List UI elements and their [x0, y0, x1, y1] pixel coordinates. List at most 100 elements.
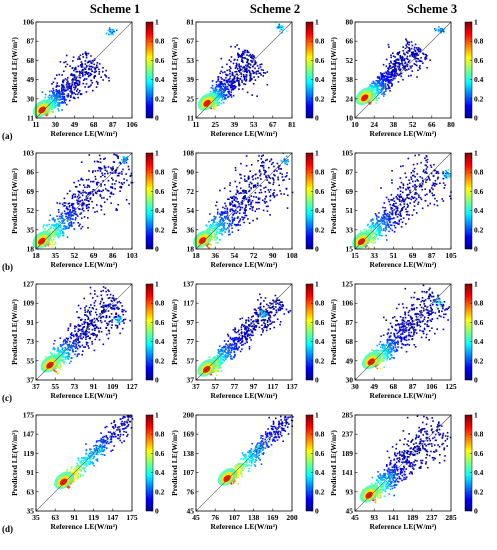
density-point — [425, 155, 428, 158]
density-point — [121, 327, 124, 330]
density-point — [234, 209, 237, 212]
density-point — [254, 184, 257, 186]
density-point — [393, 217, 395, 219]
density-point — [394, 221, 396, 223]
colorbar-tick-label: 0.4 — [155, 206, 165, 215]
density-point — [56, 96, 58, 99]
density-point — [234, 75, 236, 77]
density-point — [74, 325, 76, 327]
y-tick-label: 30 — [27, 94, 35, 103]
density-point — [121, 173, 123, 175]
density-point — [413, 170, 415, 173]
density-point — [59, 360, 62, 362]
density-point — [102, 304, 104, 307]
density-point — [234, 180, 237, 183]
density-point — [373, 88, 375, 91]
density-point — [223, 227, 225, 230]
density-point — [209, 213, 211, 215]
density-point — [77, 316, 79, 319]
density-point — [206, 245, 209, 248]
density-point — [63, 90, 66, 92]
density-point — [392, 222, 395, 224]
density-point — [238, 203, 240, 205]
density-point — [398, 62, 401, 65]
density-point — [245, 68, 247, 71]
density-point — [63, 225, 66, 227]
density-point — [84, 71, 86, 74]
density-point — [397, 53, 399, 56]
density-point — [280, 193, 282, 195]
density-point — [52, 93, 55, 95]
density-point — [365, 229, 368, 232]
density-point — [116, 174, 119, 177]
density-point — [113, 299, 115, 301]
outlier-point — [125, 156, 127, 159]
density-point — [256, 95, 258, 97]
density-point — [107, 337, 110, 340]
x-tick-label: 33 — [370, 251, 378, 260]
density-point — [269, 214, 271, 216]
density-point — [50, 96, 53, 98]
density-point — [102, 70, 104, 73]
density-point — [245, 79, 248, 81]
density-point — [415, 185, 418, 188]
density-point — [390, 56, 392, 59]
density-point — [406, 206, 409, 208]
density-point — [408, 218, 410, 220]
outlier-point — [446, 177, 448, 180]
density-point — [53, 94, 56, 96]
density-point — [92, 332, 94, 335]
density-point — [51, 224, 53, 226]
density-point — [389, 65, 392, 67]
density-point — [232, 62, 235, 65]
density-point — [65, 342, 67, 345]
density-point — [57, 234, 60, 237]
density-point — [56, 202, 59, 204]
density-point — [88, 184, 90, 187]
density-point — [79, 71, 81, 73]
density-point — [85, 195, 88, 198]
density-point — [253, 55, 255, 57]
density-point — [88, 170, 90, 172]
density-point — [67, 355, 69, 358]
density-point — [398, 52, 400, 54]
x-tick-label: 69 — [409, 251, 417, 260]
density-point — [104, 287, 107, 289]
density-point — [221, 224, 223, 227]
density-point — [245, 74, 248, 76]
density-point — [233, 223, 236, 226]
density-point — [381, 222, 384, 225]
density-point — [383, 93, 386, 95]
density-point — [250, 59, 252, 62]
density-point — [232, 210, 235, 212]
density-point — [58, 220, 60, 223]
density-point — [268, 181, 270, 184]
density-point — [97, 320, 99, 322]
density-point — [56, 350, 58, 352]
colorbar-tick-label: 1 — [474, 149, 478, 158]
density-point — [416, 173, 419, 175]
density-point — [104, 172, 106, 175]
density-point — [89, 312, 91, 315]
density-point — [277, 166, 280, 169]
density-point — [250, 205, 252, 208]
density-point — [121, 308, 124, 311]
y-tick-label: 18 — [187, 245, 195, 254]
density-point — [219, 221, 222, 223]
density-point — [398, 195, 401, 198]
density-point — [130, 174, 132, 177]
density-point — [400, 58, 403, 61]
density-point — [102, 189, 104, 192]
density-point — [70, 74, 72, 76]
density-point — [222, 83, 224, 85]
density-point — [225, 81, 228, 83]
density-point — [248, 183, 251, 186]
density-point — [244, 180, 246, 182]
density-point — [214, 224, 216, 227]
density-point — [249, 53, 252, 56]
density-point — [87, 193, 89, 196]
density-point — [77, 330, 79, 333]
density-point — [215, 81, 218, 83]
density-point — [234, 71, 236, 73]
